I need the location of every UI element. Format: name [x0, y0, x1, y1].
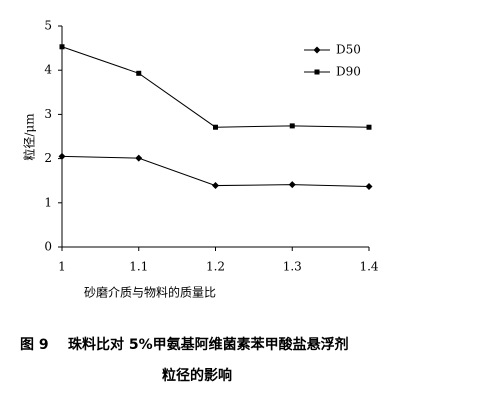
x-tick-label: 1.4: [359, 260, 378, 274]
x-tick-label: 1.2: [206, 260, 225, 274]
marker: [136, 70, 142, 76]
x-tick-label: 1: [58, 260, 66, 274]
caption-line: 粒径的影响: [162, 367, 232, 384]
caption-line: 珠料比对 5%甲氨基阿维菌素苯甲酸盐悬浮剂: [68, 336, 349, 353]
marker: [366, 124, 372, 130]
x-axis-label: 砂磨介质与物料的质量比: [84, 285, 216, 300]
marker: [313, 46, 321, 54]
marker: [314, 69, 320, 75]
marker: [59, 44, 65, 50]
marker: [135, 154, 143, 162]
marker: [288, 181, 296, 189]
y-tick-label: 3: [44, 107, 52, 121]
y-tick-label: 4: [44, 63, 52, 77]
y-tick-label: 2: [44, 151, 52, 165]
x-tick-label: 1.3: [283, 260, 302, 274]
y-tick-label: 1: [44, 195, 52, 209]
legend-label: D50: [336, 43, 361, 57]
y-axis-label: 粒径/μm: [22, 113, 37, 161]
line: [61, 155, 370, 187]
marker: [289, 123, 295, 129]
marker: [365, 182, 373, 190]
marker: [212, 182, 219, 190]
caption-label: 图 9: [20, 337, 49, 353]
legend-label: D90: [336, 65, 361, 79]
marker: [213, 124, 218, 130]
y-tick-label: 0: [44, 240, 52, 254]
line: [61, 46, 370, 128]
x-tick-label: 1.1: [129, 260, 148, 274]
y-tick-label: 5: [44, 19, 52, 33]
marker: [58, 152, 66, 160]
